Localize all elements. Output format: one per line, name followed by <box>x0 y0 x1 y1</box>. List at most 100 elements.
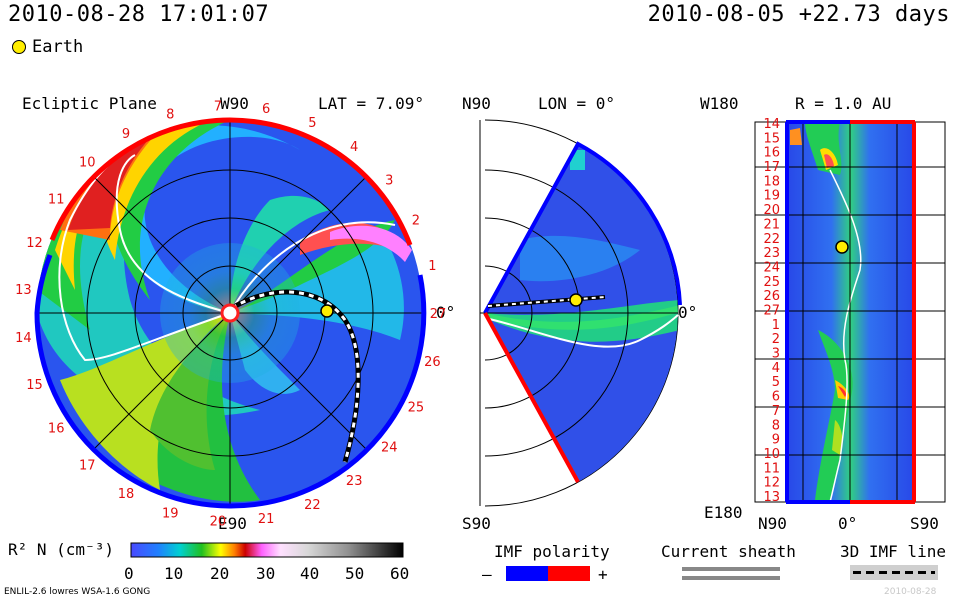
radial-row-label: 20 <box>763 203 780 218</box>
ecliptic-title: Ecliptic Plane <box>22 94 157 113</box>
carrington-label: 24 <box>381 441 398 456</box>
radial-row-label: 26 <box>763 289 780 304</box>
carrington-label: 13 <box>15 283 32 298</box>
carrington-label: 17 <box>79 458 96 473</box>
radial-row-labels: 1415161718192021222324252627123456789101… <box>763 117 780 505</box>
carrington-label: 7 <box>214 99 222 114</box>
radial-row-label: 19 <box>763 189 780 204</box>
radial-row-label: 1 <box>772 318 780 333</box>
radial-row-label: 18 <box>763 174 780 189</box>
meridional-sheath-line <box>484 314 679 348</box>
carrington-label: 5 <box>308 116 316 131</box>
meridional-top-label: N90 <box>462 94 491 113</box>
earth-icon <box>569 293 583 307</box>
earth-legend-label: Earth <box>32 37 84 57</box>
carrington-label: 23 <box>346 474 363 489</box>
radial-row-label: 10 <box>763 447 780 462</box>
radial-row-label: 12 <box>763 476 780 491</box>
earth-icon <box>320 304 334 318</box>
longitude-label: LON = 0° <box>538 94 616 113</box>
density-colorbar <box>130 542 404 558</box>
sun-icon <box>220 303 240 323</box>
radial-row-label: 25 <box>763 275 780 290</box>
radial-row-label: 27 <box>763 304 780 319</box>
radial-row-label: 22 <box>763 232 780 247</box>
radial-row-label: 13 <box>763 490 780 505</box>
radial-row-label: 23 <box>763 246 780 261</box>
meridional-bottom-label: S90 <box>462 514 491 533</box>
radial-row-label: 5 <box>772 375 780 390</box>
run-info: 2010-08-05 +22.73 days <box>647 2 950 27</box>
colorbar-label: R² N (cm⁻³) <box>8 540 114 559</box>
radial-top-left-label: W180 <box>700 94 739 113</box>
radial-row-label: 3 <box>772 347 780 362</box>
carrington-label: 9 <box>122 127 130 142</box>
radial-row-label: 16 <box>763 146 780 161</box>
colorbar-tick: 40 <box>300 564 320 583</box>
earth-icon <box>835 240 849 254</box>
ecliptic-top-label: W90 <box>220 94 249 113</box>
radial-row-label: 4 <box>772 361 780 376</box>
imf-polarity-label: IMF polarity <box>494 542 610 561</box>
carrington-label: 19 <box>162 506 179 521</box>
carrington-label: 6 <box>262 102 270 117</box>
carrington-label: 11 <box>48 193 65 208</box>
meridional-plane-plot <box>479 119 682 507</box>
radial-title: R = 1.0 AU <box>795 94 892 113</box>
radial-bottom-n90: N90 <box>758 514 787 533</box>
carrington-label: 16 <box>48 421 65 436</box>
radial-row-label: 11 <box>763 461 780 476</box>
radial-row-label: 2 <box>772 332 780 347</box>
imf-minus-label: – <box>482 565 492 584</box>
imf-positive-arc <box>229 117 413 246</box>
carrington-label: 20 <box>210 515 227 530</box>
colorbar-tick: 60 <box>390 564 410 583</box>
current-sheath-swatch <box>682 567 780 571</box>
watermark-date: 2010-08-28 <box>884 587 937 597</box>
imf-negative-swatch <box>506 566 548 581</box>
radial-bottom-zero: 0° <box>838 514 858 533</box>
colorbar-tick: 0 <box>124 564 134 583</box>
ecliptic-bottom-label: E90 <box>218 514 247 533</box>
carrington-label: 22 <box>304 498 321 513</box>
radial-row-label: 6 <box>772 390 780 405</box>
current-sheath-label: Current sheath <box>661 542 796 561</box>
carrington-label: 18 <box>118 487 135 502</box>
meridional-negative-edge <box>483 141 682 314</box>
radial-row-label: 17 <box>763 160 780 175</box>
carrington-label: 15 <box>26 378 43 393</box>
meridional-imf-line <box>487 296 606 307</box>
latitude-label: LAT = 7.09° <box>318 94 424 113</box>
radial-bottom-left-label: E180 <box>704 503 743 522</box>
carrington-label: 3 <box>385 173 393 188</box>
meridional-positive-edge <box>483 312 580 483</box>
radial-row-label: 9 <box>772 433 780 448</box>
current-sheath-swatch <box>682 576 780 580</box>
radial-row-label: 14 <box>763 117 780 132</box>
earth-marker-icon <box>12 40 26 54</box>
carrington-label: 2 <box>412 214 420 229</box>
imf-line-label: 3D IMF line <box>840 542 946 561</box>
colorbar-tick: 10 <box>164 564 184 583</box>
carrington-label: 10 <box>79 156 96 171</box>
carrington-label: 27 <box>430 307 447 322</box>
radial-row-label: 8 <box>772 418 780 433</box>
radial-sheath-line <box>829 169 862 503</box>
current-sheath-line <box>115 154 231 314</box>
colorbar-tick: 20 <box>210 564 230 583</box>
carrington-label: 8 <box>166 108 174 123</box>
carrington-label: 25 <box>408 400 425 415</box>
radial-plot: 1415161718192021222324252627123456789101… <box>754 117 946 505</box>
colorbar-tick: 30 <box>256 564 276 583</box>
imf-spiral-line <box>231 290 360 463</box>
current-sheath-line <box>229 221 396 314</box>
ecliptic-zero-label: 0° <box>436 303 456 322</box>
radial-row-label: 15 <box>763 131 780 146</box>
radial-row-label: 24 <box>763 261 780 276</box>
carrington-label: 21 <box>258 512 275 527</box>
carrington-label: 4 <box>350 140 358 155</box>
imf-positive-arc <box>49 117 231 241</box>
simulation-datetime: 2010-08-28 17:01:07 <box>8 2 270 27</box>
carrington-label: 1 <box>428 259 436 274</box>
